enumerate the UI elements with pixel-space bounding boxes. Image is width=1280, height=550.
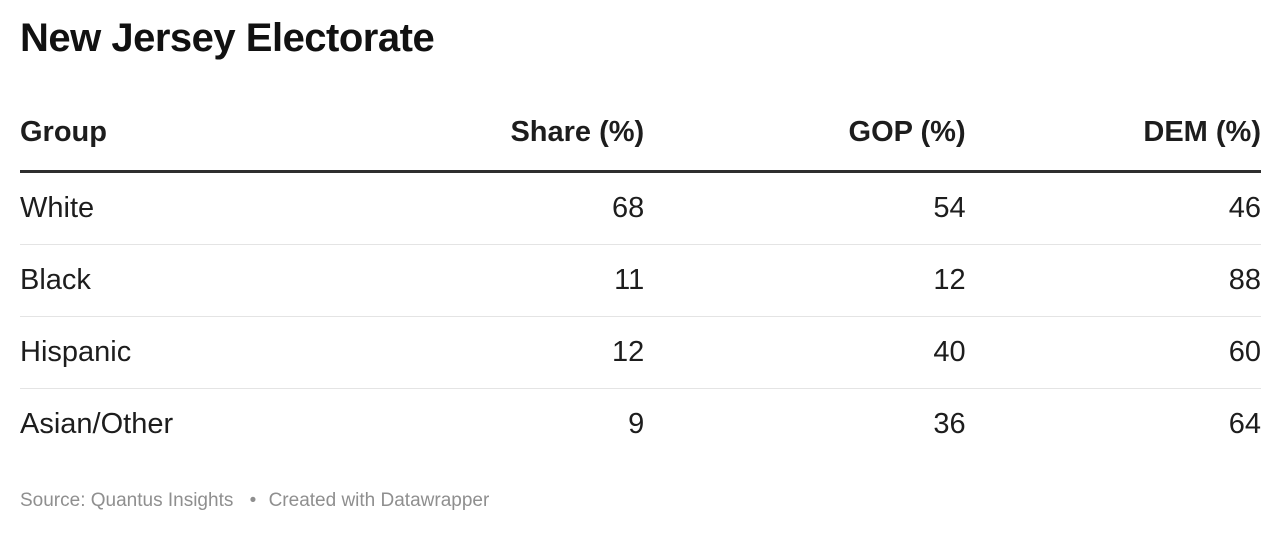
column-header-group: Group xyxy=(20,116,107,148)
cell-dem: 46 xyxy=(965,171,1261,245)
cell-dem: 88 xyxy=(965,244,1261,317)
page-title: New Jersey Electorate xyxy=(20,16,435,60)
source-line: Source: Quantus Insights • Created with … xyxy=(20,490,1261,512)
attribution-text: Created with Datawrapper xyxy=(268,490,490,511)
cell-share: 68 xyxy=(342,171,645,245)
table-row: Asian/Other 9 36 64 xyxy=(20,389,1261,461)
column-header-share: Share (%) xyxy=(510,116,645,148)
table-row: White 68 54 46 xyxy=(20,171,1261,245)
cell-share: 9 xyxy=(628,408,645,440)
column-header-gop: GOP (%) xyxy=(848,116,966,148)
table-row: Hispanic 12 40 60 xyxy=(20,316,1261,389)
cell-share: 11 xyxy=(342,244,645,317)
cell-group: White xyxy=(20,171,343,245)
source-label: Source: xyxy=(20,490,86,511)
cell-share: 12 xyxy=(342,316,645,389)
cell-gop: 54 xyxy=(644,171,966,245)
bullet-separator: • xyxy=(249,490,257,511)
source-name: Quantus Insights xyxy=(90,490,234,511)
table-visualization: New Jersey Electorate Group Share (%) GO… xyxy=(20,16,1261,512)
column-header-dem: DEM (%) xyxy=(1143,116,1261,148)
cell-gop: 36 xyxy=(933,408,966,440)
cell-group: Hispanic xyxy=(20,316,343,389)
cell-group: Asian/Other xyxy=(20,408,174,440)
cell-group: Black xyxy=(20,244,343,317)
cell-gop: 40 xyxy=(644,316,966,389)
cell-dem: 60 xyxy=(965,316,1261,389)
cell-dem: 64 xyxy=(1228,408,1261,440)
electorate-table: Group Share (%) GOP (%) DEM (%) White 68… xyxy=(20,116,1261,460)
table-row: Black 11 12 88 xyxy=(20,244,1261,317)
table-header-row: Group Share (%) GOP (%) DEM (%) xyxy=(20,116,1261,172)
cell-gop: 12 xyxy=(644,244,966,317)
